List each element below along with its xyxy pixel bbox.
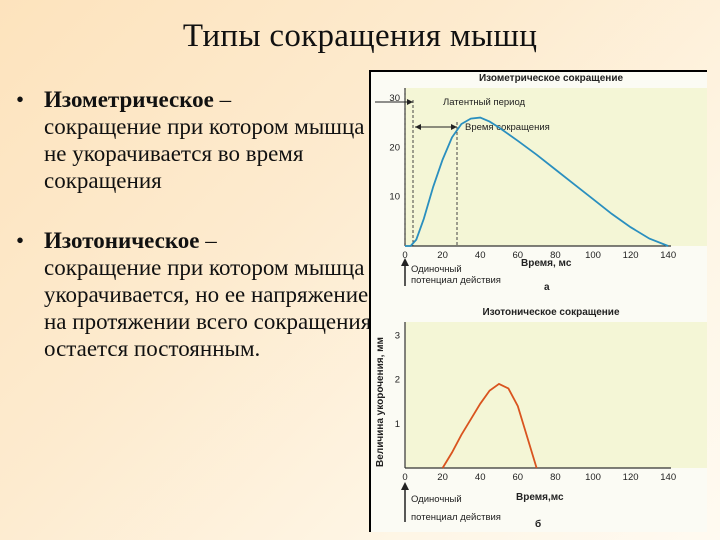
bottom-y-tick-label: 1 [395, 419, 400, 430]
top-x-axis-label: Время, мс [521, 258, 572, 269]
bottom-x-tick-label: 40 [475, 472, 486, 483]
bottom-chart-title: Изотоническое сокращение [482, 307, 619, 318]
isotonic-curve [441, 382, 538, 469]
contraction-label: Время сокращения [465, 122, 550, 133]
latent-arrow-head [407, 99, 413, 105]
bottom-stimulus-label-2: потенциал действия [411, 512, 501, 523]
bottom-x-tick-label: 20 [437, 472, 448, 483]
bottom-stimulus-label-1: Одиночный [411, 494, 462, 505]
bottom-x-tick-label: 60 [513, 472, 524, 483]
top-x-tick-label: 0 [402, 250, 407, 261]
top-x-tick-label: 60 [513, 250, 524, 261]
bottom-panel-letter: б [535, 518, 541, 530]
top-y-tick-label: 10 [389, 192, 400, 203]
bottom-y-axis-label: Величина укорочения, мм [375, 337, 386, 467]
bottom-y-tick-label: 3 [395, 330, 400, 341]
latent-label: Латентный период [443, 97, 526, 108]
bullet-list: • Изометрическое – сокращение при которо… [14, 86, 384, 362]
bottom-y-tick-label: 2 [395, 375, 400, 386]
term-isotonic: Изотоническое [44, 228, 200, 253]
bullet-isotonic: • Изотоническое – сокращение при котором… [14, 227, 384, 362]
top-x-tick-label: 120 [623, 250, 639, 261]
contraction-arrow-head-right [451, 124, 457, 130]
bottom-x-axis-label: Время,мс [516, 492, 564, 503]
isometric-curve [405, 116, 669, 247]
top-x-tick-label: 80 [550, 250, 561, 261]
bullet-isometric: • Изометрическое – сокращение при которо… [14, 86, 384, 194]
bottom-x-tick-label: 100 [585, 472, 601, 483]
contraction-figure: Изометрическое сокращение 10 20 30 0 20 40 60… [369, 70, 707, 532]
bullet-marker: • [16, 228, 25, 253]
top-stimulus-label-2: потенциал действия [411, 275, 501, 286]
top-x-tick-label: 20 [437, 250, 448, 261]
top-x-tick-label: 100 [585, 250, 601, 261]
contraction-arrow-head-left [415, 124, 421, 130]
definition-isotonic: сокращение при котором мышца укорачивает… [44, 255, 372, 361]
top-stimulus-label-1: Одиночный [411, 264, 462, 275]
bottom-x-tick-label: 80 [550, 472, 561, 483]
term-dash: – [213, 87, 232, 112]
definition-isometric: сокращение при котором мышца не укорачив… [44, 114, 365, 193]
bottom-x-tick-label: 120 [623, 472, 639, 483]
top-y-tick-label: 30 [389, 93, 400, 104]
top-plot-bg [405, 88, 707, 246]
bottom-x-tick-label: 0 [402, 472, 407, 483]
top-panel-letter: а [544, 282, 550, 293]
bottom-stimulus-arrow [401, 482, 409, 490]
top-stimulus-arrow [401, 258, 409, 266]
term-isometric: Изометрическое [44, 87, 214, 112]
term-dash: – [199, 228, 217, 253]
top-chart-title: Изометрическое сокращение [479, 73, 624, 84]
bottom-plot-bg [405, 322, 707, 468]
top-x-tick-label: 40 [475, 250, 486, 261]
slide-title: Типы сокращения мышц [182, 18, 538, 54]
top-y-tick-label: 20 [389, 142, 400, 153]
top-x-tick-label: 140 [660, 250, 676, 261]
bottom-x-tick-label: 140 [660, 472, 676, 483]
bullet-marker: • [16, 87, 25, 112]
